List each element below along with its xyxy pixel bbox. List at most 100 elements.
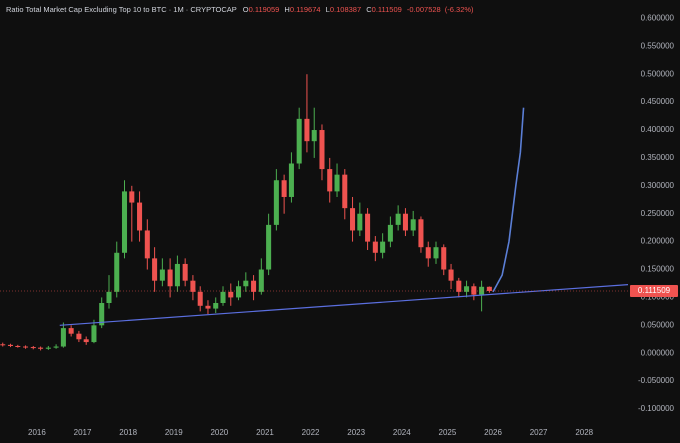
x-tick-label: 2024 bbox=[393, 428, 411, 437]
y-tick-label: 0.500000 bbox=[641, 69, 675, 78]
last-price-box bbox=[630, 285, 678, 298]
candle-body bbox=[7, 344, 14, 346]
close-value: 0.111509 bbox=[372, 5, 402, 14]
candle-body bbox=[30, 347, 36, 349]
last-price-label: 0.111509 bbox=[638, 286, 671, 295]
candle-body bbox=[228, 291, 234, 298]
candle-body bbox=[91, 325, 97, 343]
y-tick-label: -0.050000 bbox=[638, 376, 675, 385]
candle-body bbox=[418, 219, 424, 248]
candle-body bbox=[167, 269, 173, 287]
candle-body bbox=[129, 191, 135, 203]
candle-body bbox=[304, 118, 310, 142]
candle-body bbox=[159, 269, 165, 281]
candle-body bbox=[365, 213, 371, 242]
candle-body bbox=[38, 347, 44, 349]
candle-body bbox=[311, 130, 317, 142]
candle-body bbox=[395, 213, 401, 225]
candle-body bbox=[319, 130, 325, 170]
candle-body bbox=[456, 280, 462, 292]
candle-body bbox=[174, 263, 180, 287]
y-tick-label: 0.600000 bbox=[641, 14, 675, 23]
candle-body bbox=[205, 305, 211, 309]
high-value: 0.119674 bbox=[290, 5, 321, 14]
x-tick-label: 2022 bbox=[302, 428, 320, 437]
x-tick-label: 2025 bbox=[439, 428, 457, 437]
candle-body bbox=[197, 291, 203, 306]
candle-body bbox=[182, 263, 188, 281]
x-tick-label: 2018 bbox=[119, 428, 137, 437]
candle-body bbox=[45, 347, 51, 349]
candle-body bbox=[441, 247, 447, 270]
candle-body bbox=[334, 174, 340, 192]
candle-body bbox=[296, 118, 302, 164]
y-tick-label: 0.150000 bbox=[641, 265, 675, 274]
candle-body bbox=[380, 241, 386, 253]
candle-body bbox=[410, 219, 416, 231]
projection-line bbox=[492, 107, 525, 293]
candle-body bbox=[190, 280, 196, 292]
candle-body bbox=[15, 345, 21, 347]
x-tick-label: 2026 bbox=[484, 428, 502, 437]
candle-body bbox=[464, 286, 470, 292]
chart-title: Ratio Total Market Cap Excluding Top 10 … bbox=[6, 5, 237, 14]
y-tick-label: 0.100000 bbox=[641, 293, 675, 302]
ohlc-letter: C bbox=[366, 5, 372, 14]
change-value: -0.007528 bbox=[407, 5, 441, 14]
chart-header: Ratio Total Market Cap Excluding Top 10 … bbox=[6, 5, 474, 14]
y-tick-label: 0.550000 bbox=[641, 41, 675, 50]
candle-body bbox=[137, 202, 143, 231]
candle-body bbox=[60, 328, 66, 347]
y-tick-label: 0.450000 bbox=[641, 97, 675, 106]
ohlc-letter: H bbox=[284, 5, 289, 14]
x-tick-label: 2028 bbox=[575, 428, 593, 437]
candle-body bbox=[448, 269, 454, 281]
low-value: 0.108387 bbox=[330, 5, 361, 14]
y-tick-label: 0.300000 bbox=[641, 181, 675, 190]
open-value: 0.119059 bbox=[249, 5, 280, 14]
candle-body bbox=[251, 280, 257, 292]
x-tick-label: 2019 bbox=[165, 428, 183, 437]
candle-body bbox=[76, 333, 82, 340]
y-tick-label: 0.400000 bbox=[641, 125, 675, 134]
candle-body bbox=[220, 291, 226, 304]
candle-body bbox=[281, 180, 287, 197]
candle-body bbox=[236, 286, 242, 298]
candle-body bbox=[486, 286, 492, 292]
candle-body bbox=[327, 169, 333, 192]
x-tick-label: 2017 bbox=[74, 428, 92, 437]
candle-body bbox=[68, 328, 74, 334]
candle-body bbox=[213, 303, 219, 309]
candle-body bbox=[402, 213, 408, 231]
candle-body bbox=[258, 269, 264, 292]
candle-body bbox=[99, 303, 105, 326]
y-tick-label: -0.100000 bbox=[638, 404, 675, 413]
candle-body bbox=[372, 241, 378, 253]
candle-body bbox=[350, 208, 356, 231]
x-tick-label: 2020 bbox=[210, 428, 228, 437]
y-tick-label: 0.000000 bbox=[641, 348, 675, 357]
candle-body bbox=[114, 252, 120, 292]
candle-body bbox=[273, 180, 279, 225]
trendline bbox=[59, 283, 629, 326]
candle-body bbox=[479, 286, 485, 295]
candle-body bbox=[121, 191, 128, 253]
candle-body bbox=[266, 224, 272, 270]
y-tick-label: 0.050000 bbox=[641, 320, 675, 329]
candle-body bbox=[357, 213, 363, 231]
x-tick-label: 2023 bbox=[347, 428, 365, 437]
x-tick-label: 2021 bbox=[256, 428, 274, 437]
x-tick-label: 2016 bbox=[28, 428, 46, 437]
candle-body bbox=[106, 291, 112, 304]
candle-body bbox=[471, 286, 477, 295]
candle-body bbox=[425, 247, 431, 259]
ohlc-letter: O bbox=[243, 5, 249, 14]
candle-body bbox=[152, 258, 158, 281]
y-tick-label: 0.200000 bbox=[641, 237, 675, 246]
change-percent: (-6.32%) bbox=[445, 5, 474, 14]
candle-body bbox=[0, 344, 6, 346]
candle-body bbox=[23, 346, 29, 348]
y-tick-label: 0.350000 bbox=[641, 153, 675, 162]
